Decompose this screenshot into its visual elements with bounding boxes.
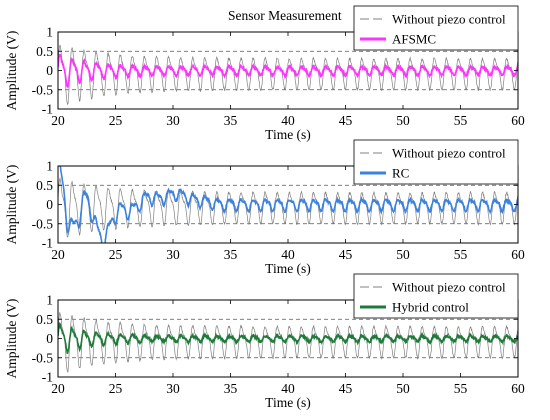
x-tick-label: 40 <box>281 113 295 128</box>
x-tick-label: 50 <box>396 113 410 128</box>
x-tick-label: 35 <box>224 247 238 262</box>
y-tick-label: -0.5 <box>32 82 54 97</box>
y-tick-label: 0.5 <box>36 44 53 59</box>
x-tick-label: 20 <box>51 247 65 262</box>
chart-panels: 20 25 30 35 40 45 50 55 60 -1 -0.5 0 0.5 1 Time (s) Amp… <box>4 5 525 410</box>
legend-label: Without piezo control <box>392 146 506 161</box>
x-axis-label: Time (s) <box>265 395 311 410</box>
y-tick-label: 0.5 <box>36 312 53 327</box>
chart-panel-2: 20 25 30 35 40 45 50 55 60 -1 -0.5 0 0.5 1 Time (s) Amp… <box>4 139 525 276</box>
x-tick-label: 45 <box>339 247 353 262</box>
y-tick-label: -0.5 <box>32 350 54 365</box>
x-tick-label: 35 <box>224 381 238 396</box>
series-line-afsmc <box>58 53 518 88</box>
x-axis-label: Time (s) <box>265 261 311 276</box>
series-line-without-piezo-control <box>58 312 518 373</box>
x-tick-label: 25 <box>109 113 123 128</box>
legend-box <box>353 139 519 185</box>
series-line-without-piezo-control <box>58 44 518 105</box>
y-tick-label: 0 <box>46 331 53 346</box>
x-tick-label: 20 <box>51 381 65 396</box>
y-tick-label: 0 <box>46 197 53 212</box>
y-tick-label: 1 <box>46 293 53 308</box>
x-tick-label: 30 <box>166 113 180 128</box>
x-tick-label: 30 <box>166 381 180 396</box>
chart-panel-1: 20 25 30 35 40 45 50 55 60 -1 -0.5 0 0.5 1 Time (s) Amp… <box>4 5 525 142</box>
x-tick-label: 25 <box>109 381 123 396</box>
legend-label: Without piezo control <box>392 280 506 295</box>
y-tick-label: 1 <box>46 25 53 40</box>
x-tick-label: 60 <box>511 113 525 128</box>
legend-label: Without piezo control <box>392 12 506 27</box>
y-tick-label: 1 <box>46 159 53 174</box>
y-tick-label: -0.5 <box>32 216 54 231</box>
x-tick-label: 30 <box>166 247 180 262</box>
y-tick-label: 0.5 <box>36 178 53 193</box>
series-line-hybrid-control <box>58 321 518 355</box>
y-tick-label: -1 <box>42 102 53 117</box>
y-tick-label: -1 <box>42 370 53 385</box>
series-line-rc <box>58 166 518 243</box>
legend-label: RC <box>392 166 409 181</box>
y-axis-label: Amplitude (V) <box>4 299 19 379</box>
x-tick-label: 60 <box>511 381 525 396</box>
x-tick-label: 55 <box>454 381 468 396</box>
legend-label: AFSMC <box>392 32 436 47</box>
x-tick-label: 25 <box>109 247 123 262</box>
x-tick-label: 60 <box>511 247 525 262</box>
y-axis-label: Amplitude (V) <box>4 31 19 111</box>
x-tick-label: 55 <box>454 247 468 262</box>
x-tick-label: 50 <box>396 381 410 396</box>
figure-title: Sensor Measurement <box>228 8 342 23</box>
x-tick-label: 45 <box>339 113 353 128</box>
chart-panel-3: 20 25 30 35 40 45 50 55 60 -1 -0.5 0 0.5 1 Time (s) Amp… <box>4 273 525 410</box>
x-tick-label: 55 <box>454 113 468 128</box>
x-tick-label: 40 <box>281 381 295 396</box>
series-line-without-piezo-control <box>58 176 518 238</box>
x-tick-label: 35 <box>224 113 238 128</box>
x-tick-label: 40 <box>281 247 295 262</box>
y-tick-label: -1 <box>42 236 53 251</box>
legend-label: Hybrid control <box>392 300 469 315</box>
legend-box <box>353 5 519 51</box>
legend-box <box>353 273 519 319</box>
x-tick-label: 45 <box>339 381 353 396</box>
x-axis-label: Time (s) <box>265 127 311 142</box>
x-tick-label: 20 <box>51 113 65 128</box>
x-tick-label: 50 <box>396 247 410 262</box>
y-tick-label: 0 <box>46 63 53 78</box>
y-axis-label: Amplitude (V) <box>4 165 19 245</box>
